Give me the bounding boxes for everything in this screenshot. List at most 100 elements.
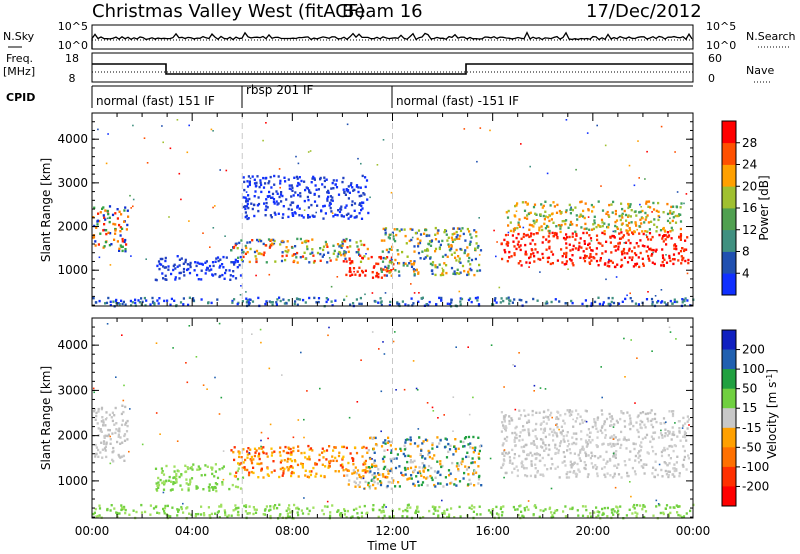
xtick-0: 00:00 — [75, 524, 110, 538]
power-cbar-swatch-5 — [722, 164, 736, 187]
velocity-cbar-swatch-0 — [722, 330, 736, 350]
power-cbar-swatch-2 — [722, 229, 736, 252]
xtick-4: 16:00 — [475, 524, 510, 538]
velocity-cbar-tick-0: 200 — [742, 343, 765, 357]
velocity-cbar-swatch-4 — [722, 408, 736, 429]
power-band-3 — [342, 255, 395, 279]
velocity-cbar-swatch-8 — [722, 486, 736, 507]
power-band-6 — [505, 200, 683, 234]
velocity-band-5 — [500, 408, 691, 479]
freq-series — [92, 63, 693, 75]
velocity-band-4 — [367, 435, 483, 488]
velocity-cbar-tick-2: 50 — [742, 382, 757, 396]
velocity-band-0 — [93, 404, 129, 463]
cpid-segment-0: normal (fast) 151 IF — [96, 94, 215, 108]
power-colorbar: 4 8 12 16 20 24 28 — [721, 120, 757, 296]
xtick-3: 12:00 — [375, 524, 410, 538]
power-band-8 — [92, 296, 695, 308]
nsky-tick-top: 10^5 — [58, 20, 88, 33]
velocity-cbar-swatch-5 — [722, 427, 736, 448]
power-ylabel: Slant Range [km] — [39, 158, 53, 262]
cpid-panel: CPID normal (fast) 151 IF rbsp 201 IF no… — [6, 83, 693, 108]
xtick-2: 08:00 — [275, 524, 310, 538]
velocity-ylabel: Slant Range [km] — [39, 366, 53, 470]
power-panel: 1000 2000 3000 4000 Slant Range [km] — [39, 112, 695, 308]
velocity-panel: 1000 2000 3000 4000 00:00 04:00 08:00 12:00 16:0… — [39, 317, 711, 553]
velocity-cbar-swatch-1 — [722, 349, 736, 370]
power-cbar-tick-1: 8 — [742, 245, 750, 259]
velocity-band-1 — [154, 463, 245, 493]
power-cbar-tick-5: 24 — [742, 158, 757, 172]
cpid-segment-2: normal (fast) -151 IF — [396, 94, 519, 108]
velocity-cbar-swatch-2 — [722, 369, 736, 389]
velocity-axes: 1000 2000 3000 4000 00:00 04:00 08:00 12:00 16:0… — [57, 317, 711, 538]
power-band-2 — [230, 237, 370, 264]
xtick-5: 20:00 — [576, 524, 611, 538]
velocity-colorbar-label: Velocity [m s-1] — [765, 369, 780, 459]
nsky-panel: N.Sky 10^5 10^0 10^5 10^0 N.Search — [3, 20, 796, 52]
power-cbar-tick-6: 28 — [742, 136, 757, 150]
nave-tick-bottom: 0 — [708, 72, 715, 85]
nave-label: Nave — [746, 64, 774, 77]
nave-tick-top: 60 — [708, 52, 722, 65]
power-cbar-tick-3: 16 — [742, 201, 757, 215]
nsky-tick-bottom: 10^0 — [58, 39, 88, 52]
power-cbar-tick-2: 12 — [742, 223, 757, 237]
xtick-1: 04:00 — [175, 524, 210, 538]
velocity-cbar-tick-7: -200 — [742, 479, 769, 493]
power-ytick-1: 2000 — [57, 220, 88, 234]
velocity-data — [92, 322, 695, 520]
time-xlabel: Time UT — [366, 539, 417, 553]
velocity-cbar-swatch-3 — [722, 388, 736, 409]
power-ytick-3: 4000 — [57, 132, 88, 146]
power-band-5 — [500, 231, 690, 269]
power-ytick-0: 1000 — [57, 263, 88, 277]
power-cbar-swatch-1 — [722, 251, 736, 274]
power-cbar-swatch-0 — [722, 273, 736, 296]
nsearch-tick-top: 10^5 — [706, 20, 736, 33]
power-cbar-tick-4: 20 — [742, 179, 757, 193]
xtick-6: 00:00 — [676, 524, 711, 538]
nsearch-tick-bottom: 10^0 — [706, 39, 736, 52]
power-data — [92, 119, 695, 308]
velocity-cbar-swatch-7 — [722, 466, 736, 487]
velocity-ytick-2: 3000 — [57, 383, 88, 397]
nsky-series — [91, 31, 693, 49]
power-band-0 — [92, 205, 130, 253]
velocity-band-2 — [230, 444, 369, 479]
freq-tick-bottom: 8 — [69, 72, 76, 85]
freq-unit: [MHz] — [3, 65, 35, 78]
velocity-ytick-0: 1000 — [57, 474, 88, 488]
beam-label: Beam 16 — [342, 1, 423, 22]
freq-label: Freq. — [6, 52, 33, 65]
power-cbar-swatch-3 — [722, 208, 736, 231]
velocity-cbar-swatch-6 — [722, 447, 736, 468]
power-cbar-swatch-7 — [722, 121, 736, 144]
freq-tick-top: 18 — [65, 52, 79, 65]
power-axes: 1000 2000 3000 4000 — [57, 112, 694, 306]
power-cbar-swatch-4 — [722, 186, 736, 209]
velocity-cbar-tick-1: 100 — [742, 362, 765, 376]
velocity-cbar-tick-5: -50 — [742, 440, 762, 454]
nsky-label: N.Sky — [3, 30, 35, 43]
cpid-segment-1: rbsp 201 IF — [246, 83, 313, 97]
power-ytick-2: 3000 — [57, 176, 88, 190]
velocity-colorbar: 200 100 50 15 -15 -50 -100 -200 — [721, 329, 769, 507]
velocity-ytick-1: 2000 — [57, 429, 88, 443]
power-cbar-tick-0: 4 — [742, 266, 750, 280]
power-band-1 — [154, 255, 243, 282]
freq-panel: Freq. [MHz] 18 8 60 0 Nave — [3, 52, 774, 85]
nsearch-label: N.Search — [746, 30, 796, 43]
power-cbar-swatch-6 — [722, 142, 736, 165]
power-colorbar-label: Power [dB] — [757, 175, 771, 240]
velocity-cbar-tick-6: -100 — [742, 460, 769, 474]
power-band-7 — [242, 174, 370, 221]
station-title: Christmas Valley West (fitACF) — [92, 1, 365, 22]
velocity-cbar-tick-4: -15 — [742, 421, 762, 435]
velocity-ytick-3: 4000 — [57, 338, 88, 352]
cpid-label: CPID — [6, 91, 35, 104]
date-label: 17/Dec/2012 — [586, 1, 702, 22]
power-band-4 — [380, 226, 483, 277]
velocity-cbar-tick-3: 15 — [742, 401, 757, 415]
